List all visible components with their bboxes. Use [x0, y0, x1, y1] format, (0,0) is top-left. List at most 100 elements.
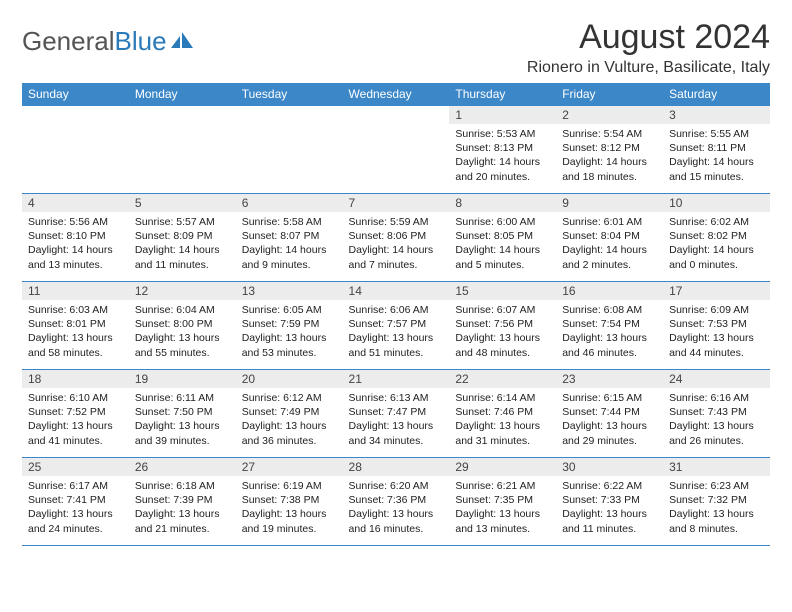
- daylight-line2: and 48 minutes.: [455, 346, 550, 360]
- calendar-day-cell: 16Sunrise: 6:08 AMSunset: 7:54 PMDayligh…: [556, 282, 663, 370]
- day-details: Sunrise: 6:01 AMSunset: 8:04 PMDaylight:…: [556, 212, 663, 276]
- calendar-day-cell: 31Sunrise: 6:23 AMSunset: 7:32 PMDayligh…: [663, 458, 770, 546]
- day-details: Sunrise: 5:56 AMSunset: 8:10 PMDaylight:…: [22, 212, 129, 276]
- day-number: 30: [556, 458, 663, 476]
- daylight-line2: and 36 minutes.: [242, 434, 337, 448]
- daylight-line2: and 55 minutes.: [135, 346, 230, 360]
- weekday-header-row: Sunday Monday Tuesday Wednesday Thursday…: [22, 83, 770, 106]
- weekday-header: Thursday: [449, 83, 556, 106]
- daylight-line2: and 16 minutes.: [349, 522, 444, 536]
- sunset-text: Sunset: 7:33 PM: [562, 493, 657, 507]
- sunrise-text: Sunrise: 6:09 AM: [669, 303, 764, 317]
- day-details: Sunrise: 6:20 AMSunset: 7:36 PMDaylight:…: [343, 476, 450, 540]
- calendar-day-cell: 30 Sunrise: 6:22 AMSunset: 7:33 PMDayligh…: [556, 458, 663, 546]
- daylight-line1: Daylight: 13 hours: [242, 419, 337, 433]
- day-details: Sunrise: 6:14 AMSunset: 7:46 PMDaylight:…: [449, 388, 556, 452]
- sunset-text: Sunset: 7:52 PM: [28, 405, 123, 419]
- day-details: Sunrise: 6:08 AMSunset: 7:54 PMDaylight:…: [556, 300, 663, 364]
- daylight-line1: Daylight: 13 hours: [562, 331, 657, 345]
- sunrise-text: Sunrise: 6:17 AM: [28, 479, 123, 493]
- calendar-day-cell: 24Sunrise: 6:16 AMSunset: 7:43 PMDayligh…: [663, 370, 770, 458]
- header: GeneralBlue August 2024: [22, 18, 770, 57]
- day-number: 23: [556, 370, 663, 388]
- calendar-day-cell: 7Sunrise: 5:59 AMSunset: 8:06 PMDaylight…: [343, 194, 450, 282]
- calendar-day-cell: 26Sunrise: 6:18 AMSunset: 7:39 PMDayligh…: [129, 458, 236, 546]
- day-number: 21: [343, 370, 450, 388]
- logo-sails-icon: [171, 26, 197, 57]
- sunrise-text: Sunrise: 6:05 AM: [242, 303, 337, 317]
- daylight-line2: and 2 minutes.: [562, 258, 657, 272]
- daylight-line2: and 9 minutes.: [242, 258, 337, 272]
- sunrise-text: Sunrise: 6:11 AM: [135, 391, 230, 405]
- sunset-text: Sunset: 8:05 PM: [455, 229, 550, 243]
- day-number: 9: [556, 194, 663, 212]
- sunrise-text: Sunrise: 6:07 AM: [455, 303, 550, 317]
- day-number: 13: [236, 282, 343, 300]
- daylight-line1: Daylight: 13 hours: [562, 507, 657, 521]
- calendar-week-row: 18Sunrise: 6:10 AMSunset: 7:52 PMDayligh…: [22, 370, 770, 458]
- calendar-day-cell: [343, 106, 450, 194]
- calendar-week-row: 25Sunrise: 6:17 AMSunset: 7:41 PMDayligh…: [22, 458, 770, 546]
- calendar-week-row: 11Sunrise: 6:03 AMSunset: 8:01 PMDayligh…: [22, 282, 770, 370]
- sunrise-text: Sunrise: 6:10 AM: [28, 391, 123, 405]
- day-number: 12: [129, 282, 236, 300]
- title-block: August 2024: [579, 18, 770, 57]
- sunrise-text: Sunrise: 6:13 AM: [349, 391, 444, 405]
- day-details: Sunrise: 6:18 AMSunset: 7:39 PMDaylight:…: [129, 476, 236, 540]
- sunrise-text: Sunrise: 5:56 AM: [28, 215, 123, 229]
- day-number: 5: [129, 194, 236, 212]
- daylight-line1: Daylight: 13 hours: [455, 331, 550, 345]
- calendar-page: GeneralBlue August 2024 Rionero in Vultu…: [0, 0, 792, 556]
- sunset-text: Sunset: 7:44 PM: [562, 405, 657, 419]
- day-number: 16: [556, 282, 663, 300]
- calendar-day-cell: 27Sunrise: 6:19 AMSunset: 7:38 PMDayligh…: [236, 458, 343, 546]
- daylight-line2: and 19 minutes.: [242, 522, 337, 536]
- calendar-day-cell: 29Sunrise: 6:21 AMSunset: 7:35 PMDayligh…: [449, 458, 556, 546]
- sunset-text: Sunset: 8:11 PM: [669, 141, 764, 155]
- day-details: Sunrise: 6:21 AMSunset: 7:35 PMDaylight:…: [449, 476, 556, 540]
- daylight-line2: and 13 minutes.: [455, 522, 550, 536]
- sunset-text: Sunset: 8:07 PM: [242, 229, 337, 243]
- sunrise-text: Sunrise: 5:53 AM: [455, 127, 550, 141]
- day-number: 17: [663, 282, 770, 300]
- daylight-line2: and 39 minutes.: [135, 434, 230, 448]
- daylight-line2: and 11 minutes.: [135, 258, 230, 272]
- sunrise-text: Sunrise: 6:01 AM: [562, 215, 657, 229]
- daylight-line1: Daylight: 13 hours: [455, 507, 550, 521]
- day-details: Sunrise: 6:07 AMSunset: 7:56 PMDaylight:…: [449, 300, 556, 364]
- sunset-text: Sunset: 7:43 PM: [669, 405, 764, 419]
- calendar-day-cell: 2Sunrise: 5:54 AMSunset: 8:12 PMDaylight…: [556, 106, 663, 194]
- sunrise-text: Sunrise: 6:04 AM: [135, 303, 230, 317]
- daylight-line1: Daylight: 13 hours: [669, 331, 764, 345]
- calendar-day-cell: 4Sunrise: 5:56 AMSunset: 8:10 PMDaylight…: [22, 194, 129, 282]
- calendar-day-cell: 22Sunrise: 6:14 AMSunset: 7:46 PMDayligh…: [449, 370, 556, 458]
- day-details: Sunrise: 6:06 AMSunset: 7:57 PMDaylight:…: [343, 300, 450, 364]
- sunset-text: Sunset: 8:06 PM: [349, 229, 444, 243]
- sunrise-text: Sunrise: 6:22 AM: [562, 479, 657, 493]
- sunset-text: Sunset: 7:38 PM: [242, 493, 337, 507]
- day-number: 4: [22, 194, 129, 212]
- page-title: August 2024: [579, 18, 770, 57]
- daylight-line1: Daylight: 13 hours: [28, 331, 123, 345]
- calendar-day-cell: [129, 106, 236, 194]
- day-number: 27: [236, 458, 343, 476]
- daylight-line2: and 7 minutes.: [349, 258, 444, 272]
- sunset-text: Sunset: 8:02 PM: [669, 229, 764, 243]
- day-number: 11: [22, 282, 129, 300]
- day-details: Sunrise: 5:59 AMSunset: 8:06 PMDaylight:…: [343, 212, 450, 276]
- sunrise-text: Sunrise: 5:57 AM: [135, 215, 230, 229]
- calendar-day-cell: 18Sunrise: 6:10 AMSunset: 7:52 PMDayligh…: [22, 370, 129, 458]
- sunrise-text: Sunrise: 5:59 AM: [349, 215, 444, 229]
- daylight-line1: Daylight: 13 hours: [28, 419, 123, 433]
- sunrise-text: Sunrise: 5:55 AM: [669, 127, 764, 141]
- daylight-line1: Daylight: 13 hours: [669, 507, 764, 521]
- day-number: 3: [663, 106, 770, 124]
- calendar-day-cell: 21Sunrise: 6:13 AMSunset: 7:47 PMDayligh…: [343, 370, 450, 458]
- calendar-table: Sunday Monday Tuesday Wednesday Thursday…: [22, 83, 770, 546]
- weekday-header: Friday: [556, 83, 663, 106]
- calendar-day-cell: 3Sunrise: 5:55 AMSunset: 8:11 PMDaylight…: [663, 106, 770, 194]
- daylight-line1: Daylight: 13 hours: [135, 419, 230, 433]
- calendar-day-cell: 25Sunrise: 6:17 AMSunset: 7:41 PMDayligh…: [22, 458, 129, 546]
- daylight-line2: and 26 minutes.: [669, 434, 764, 448]
- sunrise-text: Sunrise: 6:16 AM: [669, 391, 764, 405]
